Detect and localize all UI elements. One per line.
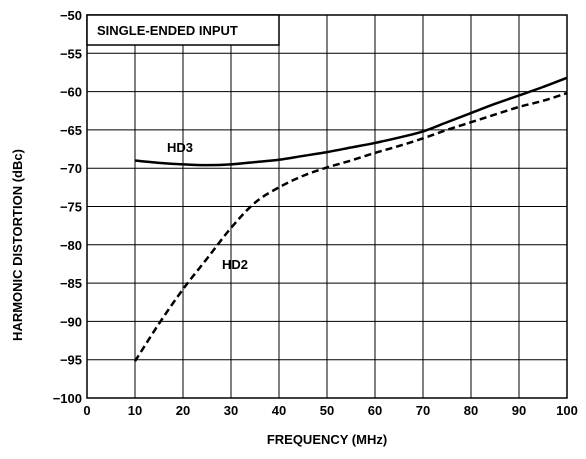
plot-frame — [86, 14, 568, 399]
y-tick-label: −100 — [53, 391, 82, 406]
x-tick-label: 30 — [224, 403, 238, 418]
series-label-hd2: HD2 — [222, 257, 248, 272]
y-tick-label: −60 — [60, 85, 82, 100]
y-tick-label: −50 — [60, 8, 82, 23]
y-axis-title: HARMONIC DISTORTION (dBc) — [10, 149, 25, 341]
x-tick-label: 20 — [176, 403, 190, 418]
y-tick-label: −95 — [60, 353, 82, 368]
ticks-layer: 0 10 20 30 40 50 60 70 80 90 100 −100 −95 −90 −85 −80 −7… — [53, 8, 578, 418]
y-tick-label: −55 — [60, 46, 82, 61]
series-layer — [133, 76, 568, 362]
series-label-hd3: HD3 — [167, 140, 193, 155]
y-tick-label: −80 — [60, 238, 82, 253]
x-tick-label: 0 — [83, 403, 90, 418]
annotation-box — [86, 14, 280, 46]
y-tick-label: −90 — [60, 314, 82, 329]
x-tick-label: 40 — [272, 403, 286, 418]
x-axis-title: FREQUENCY (MHz) — [267, 432, 387, 447]
y-tick-label: −65 — [60, 123, 82, 138]
x-tick-label: 80 — [464, 403, 478, 418]
series-line-hd3 — [134, 76, 568, 167]
y-tick-label: −75 — [60, 200, 82, 215]
x-tick-label: 50 — [320, 403, 334, 418]
x-tick-label: 70 — [416, 403, 430, 418]
x-tick-label: 10 — [128, 403, 142, 418]
annotation-label: SINGLE-ENDED INPUT — [97, 23, 238, 38]
x-tick-label: 100 — [556, 403, 578, 418]
y-tick-label: −70 — [60, 161, 82, 176]
x-tick-label: 90 — [512, 403, 526, 418]
x-tick-label: 60 — [368, 403, 382, 418]
grid — [86, 14, 568, 399]
series-line-hd2 — [133, 91, 568, 362]
y-tick-label: −85 — [60, 276, 82, 291]
